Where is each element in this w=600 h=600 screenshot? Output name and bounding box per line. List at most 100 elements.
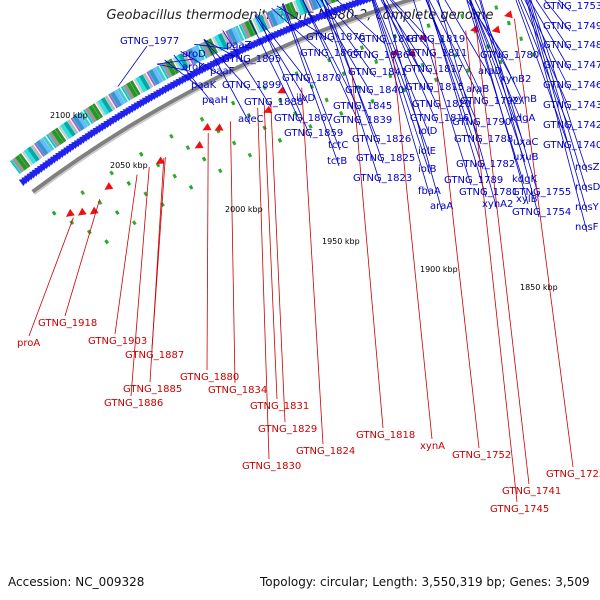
- reverse-label-line: [301, 87, 324, 445]
- reverse-label-line: [351, 67, 384, 429]
- feature-band: [83, 109, 94, 124]
- forward-label-line: [271, 7, 328, 59]
- backbone: [31, 0, 424, 195]
- forward-gene-label: GTNG_1823: [353, 173, 412, 184]
- reverse-gene-label: GTNG_1725: [546, 469, 600, 480]
- forward-label-line: [425, 0, 482, 145]
- forward-label-line: [480, 0, 540, 198]
- feature-band: [27, 146, 40, 162]
- forward-label-line: [466, 0, 525, 185]
- forward-gene-arrow: [363, 0, 373, 4]
- kbp-tick-label: 1900 kbp: [420, 265, 458, 274]
- reverse-feature-mark: [138, 151, 144, 157]
- feature-band: [312, 0, 323, 9]
- reverse-gene-label: GTNG_1903: [88, 336, 147, 347]
- forward-gene-label: iolD: [418, 126, 438, 137]
- forward-gene-label: GTNG_1755: [512, 187, 571, 198]
- reverse-feature-mark: [217, 168, 223, 174]
- forward-gene-label: GTNG_1788: [454, 134, 513, 145]
- feature-band: [227, 28, 239, 45]
- forward-gene-arrow: [366, 0, 376, 3]
- feature-band: [267, 9, 279, 27]
- forward-gene-label: araB: [466, 84, 489, 95]
- forward-label-line: [204, 38, 251, 125]
- reverse-feature-mark: [531, 52, 536, 57]
- feature-band: [95, 101, 106, 117]
- forward-gene-label: GTNG_1870: [282, 73, 341, 84]
- forward-gene-label: GTNG_1740: [543, 140, 600, 151]
- reverse-label-line: [64, 198, 101, 317]
- forward-gene-label: GTNG_1867: [274, 113, 333, 124]
- feature-band: [234, 25, 245, 42]
- reverse-feature-mark: [104, 239, 110, 245]
- reverse-gene-label: GTNG_1834: [208, 385, 267, 396]
- reverse-gene-label: proA: [17, 338, 40, 349]
- forward-gene-label: GTNG_1816: [410, 113, 469, 124]
- reverse-feature-mark: [420, 62, 425, 68]
- feature-band: [100, 97, 113, 113]
- feature-band: [159, 64, 169, 80]
- forward-label-line: [530, 0, 588, 173]
- forward-gene-label: aroD: [182, 49, 206, 60]
- forward-gene-label: kdgA: [510, 113, 535, 124]
- reverse-feature-mark: [169, 133, 174, 139]
- reverse-feature-mark: [246, 112, 252, 118]
- forward-gene-label: iolE: [418, 146, 436, 157]
- reverse-feature-mark: [426, 23, 431, 29]
- forward-gene-label: GTNG_1876: [306, 32, 365, 43]
- feature-band: [231, 26, 242, 44]
- reverse-feature-mark: [230, 100, 236, 106]
- kbp-tick-label: 1850 kbp: [520, 283, 558, 292]
- forward-gene-label: GTNG_1817: [404, 64, 463, 75]
- forward-gene-label: GTNG_1859: [284, 128, 343, 139]
- reverse-feature-mark: [519, 36, 524, 42]
- forward-label-line: [282, 3, 341, 151]
- forward-gene-label: paaH: [202, 95, 228, 106]
- feature-band: [217, 33, 229, 50]
- forward-gene-label: nosY: [575, 202, 600, 213]
- feature-band: [225, 30, 234, 46]
- feature-band: [79, 111, 91, 127]
- forward-label-line: [469, 0, 516, 85]
- forward-gene-label: GTNG_1819: [406, 34, 465, 45]
- forward-gene-label: GTNG_1899: [222, 80, 281, 91]
- forward-label-line: [526, 0, 588, 233]
- forward-gene-label: GTNG_1826: [352, 134, 411, 145]
- feature-band: [67, 119, 79, 135]
- feature-band: [302, 0, 312, 13]
- forward-label-line: [382, 0, 438, 124]
- forward-gene-label: GTNG_1792: [460, 96, 519, 107]
- forward-label-line: [544, 0, 571, 32]
- forward-label-line: [470, 0, 526, 148]
- feature-band: [211, 36, 221, 53]
- kbp-tick-label: 2100 kbp: [50, 111, 88, 120]
- reverse-feature-mark: [185, 145, 191, 151]
- forward-gene-label: iolB: [418, 164, 437, 175]
- forward-gene-label: paaK: [191, 80, 217, 91]
- reverse-feature-mark: [114, 210, 120, 216]
- forward-gene-label: uxaC: [513, 137, 538, 148]
- reverse-feature-mark: [506, 20, 511, 26]
- feature-band: [181, 51, 192, 68]
- forward-label-line: [437, 0, 498, 210]
- feature-band: [108, 93, 119, 109]
- forward-gene-label: GTNG_1748: [543, 40, 600, 51]
- feature-band: [47, 131, 62, 148]
- forward-label-line: [517, 0, 571, 131]
- feature-band: [298, 0, 309, 14]
- forward-gene-label: GTNG_1753: [543, 1, 600, 12]
- forward-gene-label: GTNG_1846: [358, 34, 417, 45]
- reverse-label-line: [28, 217, 74, 337]
- forward-gene-label: GTNG_1749: [543, 21, 600, 32]
- feature-band: [244, 20, 255, 37]
- forward-gene-label: GTNG_1840: [345, 85, 404, 96]
- feature-band: [33, 142, 45, 157]
- forward-label-line: [479, 0, 540, 218]
- forward-gene-label: nosZ: [575, 162, 600, 173]
- kbp-tick-label: 2050 kbp: [110, 161, 148, 170]
- feature-band: [60, 122, 74, 139]
- forward-label-line: [203, 39, 250, 91]
- forward-label-line: [373, 0, 431, 157]
- feature-band: [42, 135, 55, 151]
- forward-gene-label: adeC: [238, 114, 264, 125]
